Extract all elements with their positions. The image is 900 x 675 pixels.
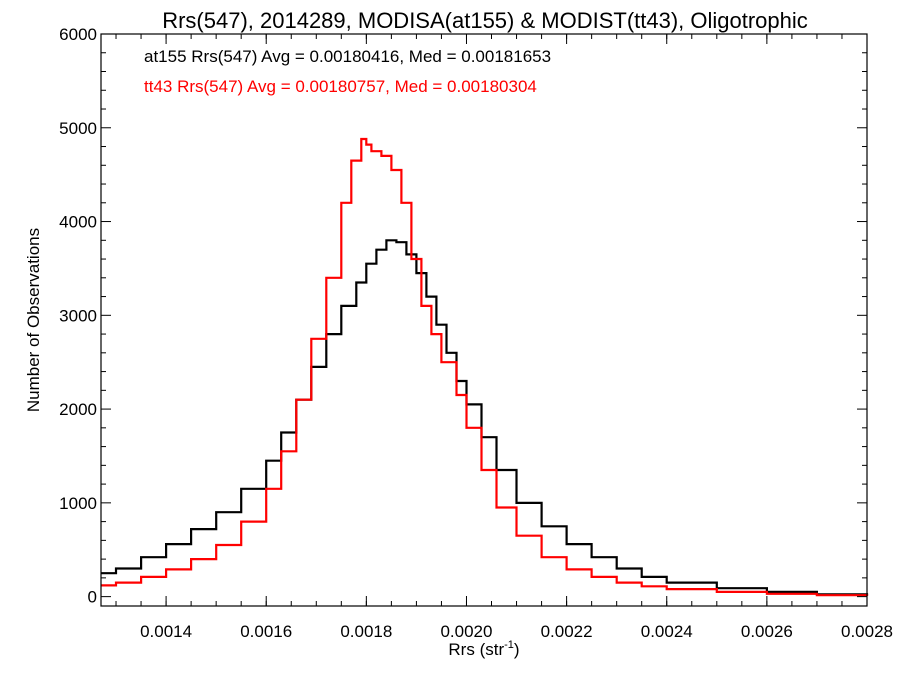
x-tick-label: 0.0024 xyxy=(641,622,693,641)
x-axis-label: Rrs (str-1) xyxy=(448,639,519,659)
series-line-0 xyxy=(101,239,869,596)
legend-entry-at155: at155 Rrs(547) Avg = 0.00180416, Med = 0… xyxy=(144,47,551,66)
y-tick-label: 0 xyxy=(88,588,97,607)
x-axis-label-text: Rrs (str xyxy=(448,640,504,659)
x-axis: 0.0014 0.0016 0.0018 0.0020 0.0022 0.0024 0.00… xyxy=(115,34,893,641)
x-tick-label: 0.0026 xyxy=(741,622,793,641)
legend-entry-tt43: tt43 Rrs(547) Avg = 0.00180757, Med = 0.… xyxy=(144,77,537,96)
y-axis: 0 1000 2000 3000 4000 5000 6000 xyxy=(59,25,867,607)
y-tick-label: 3000 xyxy=(59,306,97,325)
y-tick-label: 6000 xyxy=(59,25,97,44)
x-axis-label-close: ) xyxy=(514,640,520,659)
x-axis-label-superscript: -1 xyxy=(504,639,514,651)
chart-title: Rrs(547), 2014289, MODISA(at155) & MODIS… xyxy=(162,8,808,33)
x-tick-label: 0.0016 xyxy=(240,622,292,641)
x-tick-label: 0.0014 xyxy=(140,622,192,641)
x-tick-label: 0.0020 xyxy=(440,622,492,641)
y-axis-label: Number of Observations xyxy=(24,228,43,412)
series-line-1 xyxy=(101,137,869,597)
y-tick-label: 2000 xyxy=(59,400,97,419)
x-tick-label: 0.0022 xyxy=(541,622,593,641)
x-tick-label: 0.0018 xyxy=(340,622,392,641)
plot-frame xyxy=(100,33,868,607)
y-tick-label: 5000 xyxy=(59,119,97,138)
series-layer xyxy=(101,137,869,597)
y-tick-label: 4000 xyxy=(59,213,97,232)
y-tick-label: 1000 xyxy=(59,494,97,513)
x-tick-label: 0.0028 xyxy=(841,622,893,641)
